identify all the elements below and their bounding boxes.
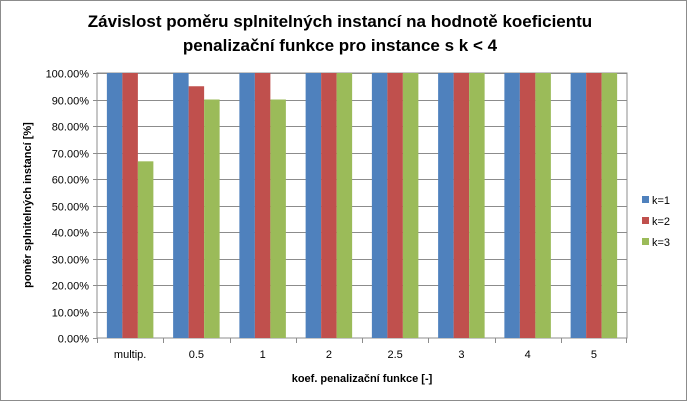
bar-k1-1	[173, 73, 189, 338]
x-category-label: 5	[591, 349, 597, 361]
bar-k1-4	[371, 73, 388, 338]
legend-label: k=1	[652, 195, 670, 207]
bar-k2-6	[519, 73, 536, 338]
x-category-label: 3	[458, 349, 464, 361]
y-tick-label: 20.00%	[52, 281, 90, 293]
chart-title-line2: penalizační funkce pro instance s k < 4	[182, 36, 498, 55]
bar-k2-5	[453, 73, 470, 338]
legend-swatch	[642, 217, 649, 224]
bar-k3-0	[137, 161, 154, 338]
y-tick-label: 50.00%	[52, 202, 90, 214]
x-category-label: 1	[260, 349, 266, 361]
legend-label: k=2	[652, 216, 670, 228]
bar-k3-4	[402, 73, 419, 338]
x-category-label: 0.5	[189, 349, 204, 361]
y-tick-label: 10.00%	[52, 308, 90, 320]
y-tick-label: 90.00%	[52, 96, 90, 108]
chart-title: Závislost poměru splnitelných instancí n…	[60, 10, 620, 58]
x-category-label: 4	[525, 349, 531, 361]
y-tick-label: 70.00%	[52, 149, 90, 161]
y-tick-label: 40.00%	[52, 228, 90, 240]
bar-k2-4	[387, 73, 403, 338]
legend: k=1 k=2 k=3	[642, 195, 670, 249]
x-category-label: 2	[326, 349, 332, 361]
bar-k1-0	[106, 73, 123, 338]
bar-k1-3	[305, 73, 322, 338]
legend-swatch	[642, 238, 649, 245]
bar-k3-6	[535, 73, 551, 338]
bar-k1-5	[438, 73, 454, 338]
bar-k3-7	[601, 73, 618, 338]
legend-label: k=3	[652, 237, 670, 249]
y-tick-label: 0.00%	[58, 334, 89, 346]
bar-k3-5	[469, 73, 485, 338]
bar-k3-1	[204, 99, 220, 338]
x-axis: multip. 0.5 1 2 2.5 3 4 5	[97, 338, 627, 361]
bar-k2-0	[122, 73, 138, 338]
bar-k2-1	[188, 86, 205, 338]
legend-swatch	[642, 196, 649, 203]
bar-k2-2	[254, 73, 271, 338]
x-category-label: multip.	[114, 349, 146, 361]
y-tick-label: 60.00%	[52, 175, 90, 187]
y-tick-label: 30.00%	[52, 255, 90, 267]
bar-k1-2	[239, 73, 255, 338]
chart-title-line1: Závislost poměru splnitelných instancí n…	[87, 12, 593, 31]
y-tick-label: 100.00%	[46, 69, 90, 81]
x-axis-title: koef. penalizační funkce [-]	[292, 373, 433, 385]
bar-k3-3	[336, 73, 353, 338]
bar-k2-3	[321, 73, 337, 338]
y-axis-title: poměr splnitelných instancí [%]	[22, 122, 34, 288]
bar-k2-7	[586, 73, 602, 338]
y-axis: 0.00% 10.00% 20.00% 30.00% 40.00% 50.00% 60.00…	[46, 69, 97, 346]
bar-k1-6	[504, 73, 520, 338]
y-tick-label: 80.00%	[52, 122, 90, 134]
x-category-label: 2.5	[387, 349, 402, 361]
bars	[106, 73, 618, 338]
bar-k3-2	[270, 99, 286, 338]
bar-k1-7	[570, 73, 587, 338]
